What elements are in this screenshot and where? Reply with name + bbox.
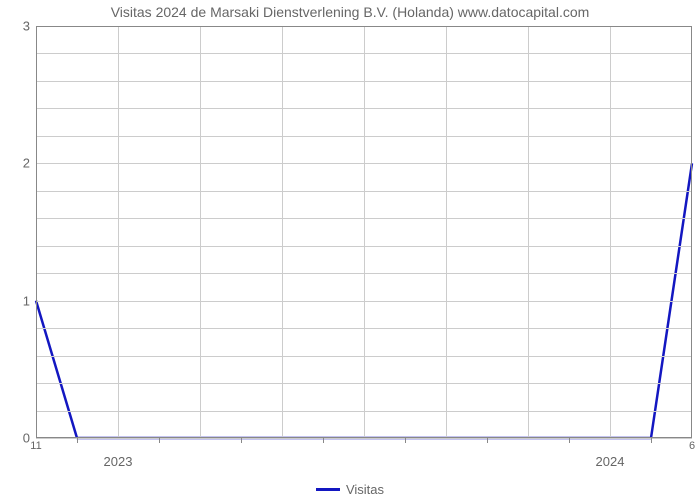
grid-line-vertical: [610, 26, 611, 438]
x-minor-tick: [159, 438, 160, 443]
x-minor-tick: [323, 438, 324, 443]
x-minor-tick: [487, 438, 488, 443]
x-minor-tick: [241, 438, 242, 443]
x-year-label: 2024: [596, 438, 625, 469]
legend-swatch: [316, 488, 340, 491]
legend-item: Visitas: [316, 482, 384, 497]
x-month-label-right: 6: [689, 438, 695, 452]
grid-line-vertical: [200, 26, 201, 438]
axis-border: [36, 26, 37, 438]
axis-border: [36, 437, 692, 438]
x-year-label: 2023: [104, 438, 133, 469]
grid-line-vertical: [446, 26, 447, 438]
axis-border: [691, 26, 692, 438]
y-tick-label: 3: [23, 19, 36, 34]
y-tick-label: 2: [23, 156, 36, 171]
x-minor-tick: [77, 438, 78, 443]
x-minor-tick: [651, 438, 652, 443]
chart-title: Visitas 2024 de Marsaki Dienstverlening …: [0, 4, 700, 20]
legend-label: Visitas: [346, 482, 384, 497]
legend: Visitas: [0, 478, 700, 497]
y-tick-label: 1: [23, 293, 36, 308]
x-month-label-left: 11: [30, 438, 41, 452]
axis-border: [36, 26, 692, 27]
grid-line-vertical: [118, 26, 119, 438]
plot-area: 012311620232024: [36, 26, 692, 438]
grid-line-vertical: [282, 26, 283, 438]
x-minor-tick: [569, 438, 570, 443]
chart-container: Visitas 2024 de Marsaki Dienstverlening …: [0, 0, 700, 500]
x-minor-tick: [405, 438, 406, 443]
grid-line-vertical: [364, 26, 365, 438]
grid-line-vertical: [528, 26, 529, 438]
grid-line-horizontal-major: [36, 438, 692, 439]
